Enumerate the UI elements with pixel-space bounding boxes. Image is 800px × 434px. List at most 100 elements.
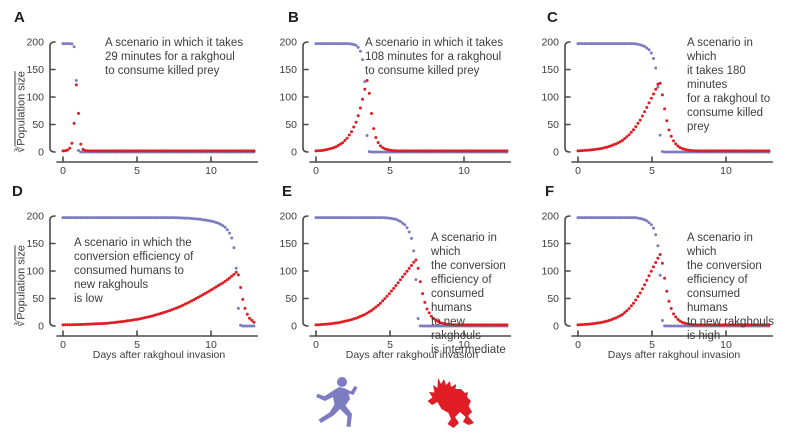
axes: [302, 41, 512, 163]
panel-letter-c: C: [547, 9, 558, 26]
x-axis-label: Days after rakghoul invasion: [345, 349, 479, 361]
tick-labels: 0 50 100 150 200 0 5 10: [541, 211, 732, 352]
scenario-annotation-d: A scenario in which the conversion effic…: [74, 237, 194, 305]
axes: [564, 215, 774, 337]
tick-labels: 0 50 100 150 200 0 5 10: [26, 37, 217, 178]
svg-text:50: 50: [285, 293, 297, 305]
svg-text:50: 50: [32, 293, 44, 305]
svg-text:5: 5: [387, 165, 393, 177]
panel-letter-f: F: [545, 183, 555, 200]
svg-text:5: 5: [649, 339, 655, 351]
svg-text:150: 150: [541, 238, 559, 250]
tick-labels: 0 50 100 150 200 0 5 10: [26, 211, 217, 352]
tick-labels: 0 50 100 150 200 0 5 10: [541, 37, 732, 178]
svg-text:10: 10: [205, 339, 217, 351]
axes: [564, 41, 774, 163]
panel-d: 0 50 100 150 200 0 5 10 ∛Population size A scen…: [0, 174, 262, 366]
svg-text:0: 0: [291, 147, 297, 159]
svg-text:150: 150: [26, 238, 44, 250]
panel-letter-d: D: [12, 183, 23, 200]
svg-text:10: 10: [458, 339, 470, 351]
svg-text:0: 0: [575, 339, 581, 351]
svg-text:5: 5: [134, 165, 140, 177]
svg-text:0: 0: [60, 339, 66, 351]
svg-text:150: 150: [26, 64, 44, 76]
svg-text:0: 0: [313, 339, 319, 351]
rakghouls-series-dots: [576, 253, 771, 327]
svg-text:0: 0: [313, 165, 319, 177]
scenario-annotation-f: A scenario in which the conversion effic…: [687, 232, 774, 342]
scenario-annotation-a: A scenario in which it takes 29 minutes …: [105, 37, 244, 77]
svg-text:100: 100: [279, 266, 297, 278]
svg-text:0: 0: [575, 165, 581, 177]
svg-text:150: 150: [541, 64, 559, 76]
x-axis-label: Days after rakghoul invasion: [607, 349, 741, 361]
chart-b: 0 50 100 150 200 0 5 10: [279, 37, 512, 178]
svg-text:50: 50: [547, 293, 559, 305]
panel-letter-a: A: [14, 9, 25, 26]
rakghouls-series-dots: [576, 81, 771, 153]
svg-text:150: 150: [279, 64, 297, 76]
svg-text:10: 10: [720, 165, 732, 177]
svg-text:200: 200: [279, 211, 297, 223]
tick-labels: 0 50 100 150 200 0 5 10: [279, 211, 470, 352]
svg-text:5: 5: [387, 339, 393, 351]
axes: [49, 41, 259, 163]
svg-text:5: 5: [134, 339, 140, 351]
svg-text:0: 0: [38, 147, 44, 159]
svg-text:50: 50: [285, 119, 297, 131]
chart-d: 0 50 100 150 200 0 5 10: [26, 211, 259, 352]
rakghouls-series-dots: [314, 79, 509, 153]
panel-f: 0 50 100 150 200 0 5 10 A scenario in which the…: [515, 174, 777, 366]
svg-text:0: 0: [60, 165, 66, 177]
panel-letter-b: B: [288, 9, 299, 26]
axes: [49, 215, 259, 337]
svg-text:0: 0: [291, 321, 297, 333]
y-axis-label: ∛Population size: [15, 71, 28, 153]
svg-text:200: 200: [26, 37, 44, 49]
svg-text:100: 100: [541, 266, 559, 278]
panel-c: 0 50 100 150 200 0 5 10 A scenario in which it …: [515, 0, 777, 192]
svg-text:200: 200: [541, 37, 559, 49]
svg-text:50: 50: [547, 119, 559, 131]
human-legend-icon: [312, 375, 368, 434]
svg-text:0: 0: [553, 147, 559, 159]
rakghouls-series-dots: [61, 83, 256, 153]
chart-c: 0 50 100 150 200 0 5 10: [541, 37, 774, 178]
tick-labels: 0 50 100 150 200 0 5 10: [279, 37, 470, 178]
humans-series-dots: [61, 216, 256, 328]
humans-series-dots: [314, 42, 509, 154]
rakghouls-series-dots: [314, 258, 509, 327]
panel-letter-e: E: [282, 183, 293, 200]
svg-text:10: 10: [205, 165, 217, 177]
rakghoul-legend-icon: [424, 376, 482, 434]
svg-text:100: 100: [26, 92, 44, 104]
svg-text:50: 50: [32, 119, 44, 131]
scenario-annotation-e: A scenario in which the conversion effic…: [431, 232, 506, 356]
chart-e: 0 50 100 150 200 0 5 10: [279, 211, 512, 352]
svg-text:200: 200: [279, 37, 297, 49]
chart-f: 0 50 100 150 200 0 5 10: [541, 211, 774, 352]
svg-text:100: 100: [279, 92, 297, 104]
svg-text:200: 200: [541, 211, 559, 223]
svg-text:150: 150: [279, 238, 297, 250]
chart-a: 0 50 100 150 200 0 5 10: [26, 37, 259, 178]
panel-b: 0 50 100 150 200 0 5 10 A scenario in which it …: [253, 0, 515, 192]
y-axis-label: ∛Population size: [15, 245, 28, 327]
svg-text:10: 10: [458, 165, 470, 177]
x-axis-label: Days after rakghoul invasion: [92, 349, 226, 361]
svg-text:100: 100: [541, 92, 559, 104]
scenario-annotation-c: A scenario in which it takes 180 minutes…: [687, 37, 771, 133]
scenario-annotation-b: A scenario in which it takes 108 minutes…: [365, 37, 504, 77]
axes: [302, 215, 512, 337]
svg-text:5: 5: [649, 165, 655, 177]
svg-text:0: 0: [38, 321, 44, 333]
panel-e: 0 50 100 150 200 0 5 10 A scenario in which the…: [253, 174, 515, 366]
svg-text:0: 0: [553, 321, 559, 333]
svg-text:200: 200: [26, 211, 44, 223]
svg-text:10: 10: [720, 339, 732, 351]
panel-a: 0 50 100 150 200 0 5 10 ∛Population size A scen…: [0, 0, 262, 192]
rakghouls-series-dots: [61, 270, 256, 327]
svg-text:100: 100: [26, 266, 44, 278]
